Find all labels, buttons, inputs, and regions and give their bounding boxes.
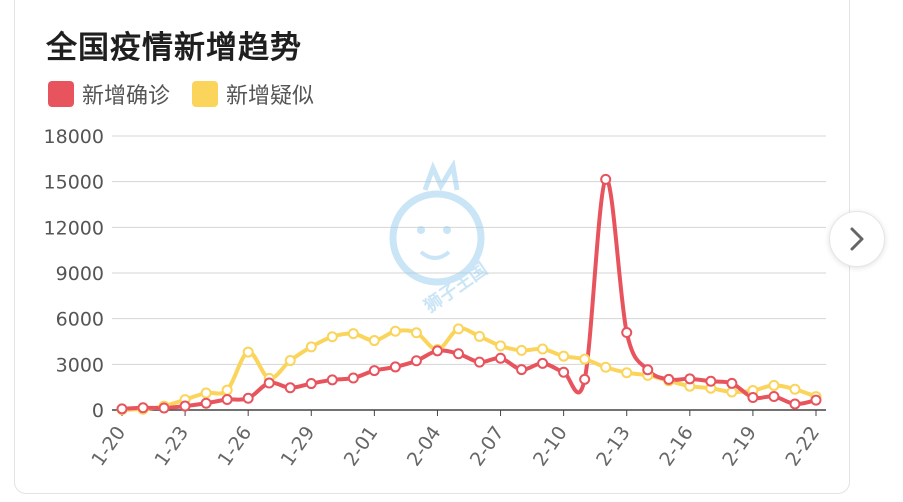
x-tick-label: 1-20 xyxy=(87,422,130,470)
data-point xyxy=(389,325,401,337)
data-point xyxy=(768,379,780,391)
watermark-logo: 狮子王国 xyxy=(385,158,525,324)
data-point xyxy=(747,392,759,404)
data-point xyxy=(621,367,633,379)
x-tick-label: 2-16 xyxy=(655,422,698,470)
data-point xyxy=(326,331,338,343)
data-point xyxy=(200,387,212,399)
data-point xyxy=(558,366,570,378)
data-point xyxy=(410,355,422,367)
data-point xyxy=(326,374,338,386)
x-tick-label: 1-26 xyxy=(214,422,257,470)
legend-item-confirmed[interactable]: 新增确诊 xyxy=(48,78,170,110)
data-point xyxy=(537,343,549,355)
data-point xyxy=(368,365,380,377)
x-tick-label: 2-04 xyxy=(403,422,446,470)
x-tick-label: 1-29 xyxy=(277,422,320,470)
data-point xyxy=(726,377,738,389)
data-point xyxy=(221,394,233,406)
data-point xyxy=(431,345,443,357)
data-point xyxy=(474,356,486,368)
data-point xyxy=(410,327,422,339)
x-tick-label: 2-07 xyxy=(466,422,509,470)
data-point xyxy=(558,350,570,362)
data-point xyxy=(789,383,801,395)
data-point xyxy=(452,323,464,335)
data-point xyxy=(158,402,170,414)
x-tick-label: 2-13 xyxy=(592,422,635,470)
x-tick-label: 2-10 xyxy=(529,422,572,470)
data-point xyxy=(305,341,317,353)
y-tick-label: 18000 xyxy=(44,126,104,148)
legend-label-confirmed: 新增确诊 xyxy=(82,84,171,109)
data-point xyxy=(305,378,317,390)
data-point xyxy=(137,402,149,414)
data-point xyxy=(684,373,696,385)
chart-card xyxy=(14,0,850,494)
data-point xyxy=(663,373,675,385)
data-point xyxy=(242,346,254,358)
data-point xyxy=(474,330,486,342)
data-point xyxy=(221,384,233,396)
data-point xyxy=(389,361,401,373)
data-point xyxy=(768,390,780,402)
data-point xyxy=(537,357,549,369)
data-point xyxy=(284,355,296,367)
x-tick-label: 1-23 xyxy=(150,422,193,470)
data-point xyxy=(789,398,801,410)
chevron-right-icon xyxy=(850,227,864,251)
data-point xyxy=(452,348,464,360)
legend-item-suspected[interactable]: 新增疑似 xyxy=(192,78,314,110)
y-tick-label: 0 xyxy=(92,400,104,422)
data-point xyxy=(242,392,254,404)
x-tick-label: 2-19 xyxy=(718,422,761,470)
y-tick-label: 3000 xyxy=(56,354,104,376)
data-point xyxy=(810,394,822,406)
series-line-1 xyxy=(120,326,818,412)
data-point xyxy=(495,352,507,364)
x-tick-label: 2-01 xyxy=(340,422,383,470)
y-tick-label: 9000 xyxy=(56,263,104,285)
legend: 新增确诊 新增疑似 xyxy=(48,78,336,110)
chart-title: 全国疫情新增趋势 xyxy=(46,30,302,66)
y-tick-label: 12000 xyxy=(44,217,104,239)
legend-swatch-confirmed xyxy=(48,81,74,107)
data-point xyxy=(642,364,654,376)
data-point xyxy=(263,377,275,389)
data-point xyxy=(579,353,591,365)
watermark-text: 狮子王国 xyxy=(421,259,492,317)
watermark-face-icon xyxy=(389,190,485,286)
data-point xyxy=(621,327,633,339)
next-button[interactable] xyxy=(829,211,885,267)
data-point xyxy=(705,375,717,387)
y-tick-label: 15000 xyxy=(44,172,104,194)
data-point xyxy=(116,403,128,415)
data-point xyxy=(347,328,359,340)
data-point xyxy=(516,344,528,356)
data-point xyxy=(368,335,380,347)
legend-swatch-suspected xyxy=(192,81,219,107)
x-tick-label: 2-22 xyxy=(781,422,824,470)
data-point xyxy=(600,173,612,185)
data-point xyxy=(284,382,296,394)
data-point xyxy=(600,361,612,373)
data-point xyxy=(495,340,507,352)
data-point xyxy=(516,364,528,376)
data-point xyxy=(579,373,591,385)
y-tick-label: 6000 xyxy=(56,309,104,331)
data-point xyxy=(347,372,359,384)
data-point xyxy=(179,400,191,412)
legend-label-suspected: 新增疑似 xyxy=(226,84,315,109)
data-point xyxy=(200,397,212,409)
